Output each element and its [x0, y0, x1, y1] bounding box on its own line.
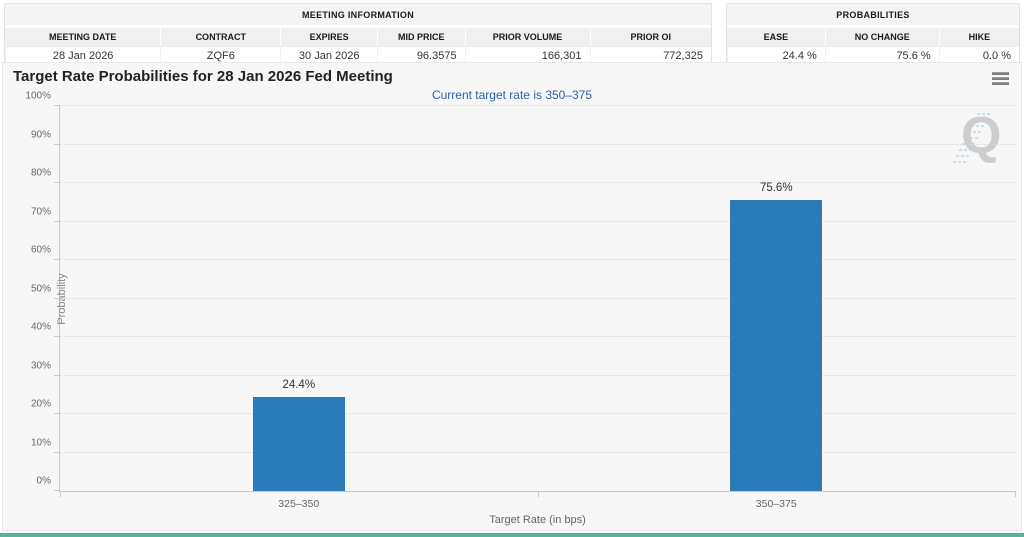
- meeting-info-header-5: PRIOR OI: [589, 28, 711, 46]
- quikstrike-q-watermark: Q: [947, 107, 1009, 172]
- bar-data-label-0: 24.4%: [282, 379, 316, 392]
- y-axis-title: Probability: [56, 272, 68, 325]
- y-tick-label-70: 70%: [30, 206, 51, 217]
- y-tick-label-50: 50%: [30, 283, 51, 294]
- gridline-20: [60, 413, 1015, 414]
- x-tickmark-2: [1015, 491, 1016, 497]
- y-tick-label-60: 60%: [30, 244, 51, 256]
- x-tickmark-1: [537, 491, 539, 497]
- y-tick-label-40: 40%: [30, 321, 51, 333]
- bar-data-label-1: 75.6%: [759, 181, 793, 194]
- y-tickmark-40: [54, 336, 60, 337]
- x-axis-title: Target Rate (in bps): [489, 514, 586, 526]
- probabilities-panel: PROBABILITIES EASE NO CHANGE HIKE 24.4 % 75.…: [726, 3, 1020, 67]
- current-target-rate-subtitle: Current target rate is 350–375: [431, 88, 593, 102]
- meeting-info-header-0: MEETING DATE: [5, 28, 161, 46]
- bar-350–375[interactable]: [730, 199, 823, 491]
- probabilities-header-0: EASE: [727, 28, 825, 46]
- y-tick-label-80: 80%: [30, 167, 51, 179]
- meeting-info-header-4: PRIOR VOLUME: [464, 28, 590, 46]
- x-tickmark-0: [60, 491, 61, 497]
- probabilities-value-0: 24.4 %: [727, 46, 825, 66]
- bar-325–350[interactable]: [252, 397, 345, 491]
- meeting-information-panel: MEETING INFORMATION MEETING DATE CONTRACT…: [4, 3, 712, 67]
- y-tickmark-70: [54, 220, 60, 222]
- hamburger-icon: [992, 72, 1009, 75]
- gridline-60: [60, 259, 1015, 260]
- x-tick-label-1: 350–375: [755, 498, 797, 510]
- x-tick-label-0: 325–350: [278, 498, 320, 510]
- meeting-info-header-3: MID PRICE: [377, 28, 465, 46]
- gridline-100: [60, 105, 1015, 106]
- plot-area: Probability Target Rate (in bps) Q 0% 10%…: [25, 91, 1016, 526]
- probabilities-table: EASE NO CHANGE HIKE 24.4 % 75.6 % 0.0 %: [727, 25, 1019, 66]
- y-tick-label-10: 10%: [30, 437, 51, 448]
- gridline-30: [60, 374, 1015, 376]
- probabilities-title: PROBABILITIES: [727, 4, 1019, 25]
- y-tick-label-90: 90%: [30, 129, 51, 140]
- y-tickmark-10: [54, 451, 60, 453]
- y-tickmark-60: [54, 259, 60, 260]
- gridline-90: [60, 143, 1015, 145]
- meeting-info-value-0: 28 Jan 2026: [5, 46, 161, 66]
- y-tick-label-30: 30%: [30, 360, 51, 371]
- probabilities-value-2: 0.0 %: [938, 46, 1019, 66]
- meeting-information-title: MEETING INFORMATION: [5, 4, 711, 25]
- gridline-40: [60, 336, 1015, 337]
- chart-title: Target Rate Probabilities for 28 Jan 202…: [13, 68, 393, 85]
- y-tickmark-20: [54, 413, 60, 414]
- meeting-information-table: MEETING DATE CONTRACT EXPIRES MID PRICE PRIO…: [5, 25, 711, 66]
- q-letter: Q: [961, 107, 1002, 165]
- gridline-70: [60, 220, 1015, 222]
- meeting-info-value-2: 30 Jan 2026: [280, 46, 378, 66]
- gridline-80: [60, 182, 1015, 183]
- meeting-info-value-1: ZQF6: [160, 46, 281, 66]
- meeting-info-value-4: 166,301: [464, 46, 590, 66]
- y-tick-label-0: 0%: [36, 475, 51, 487]
- y-tickmark-50: [54, 297, 60, 299]
- probabilities-value-1: 75.6 %: [824, 46, 939, 66]
- gridline-10: [60, 451, 1015, 453]
- chart-context-menu-button[interactable]: [992, 72, 1012, 88]
- probabilities-header-1: NO CHANGE: [824, 28, 939, 46]
- y-tickmark-0: [54, 490, 60, 491]
- meeting-info-value-5: 772,325: [589, 46, 711, 66]
- y-tickmark-90: [54, 143, 60, 145]
- target-rate-probabilities-chart: Target Rate Probabilities for 28 Jan 202…: [2, 62, 1022, 531]
- meeting-info-value-3: 96.3575: [377, 46, 465, 66]
- y-tickmark-80: [54, 182, 60, 183]
- probabilities-header-2: HIKE: [938, 28, 1019, 46]
- y-tickmark-100: [54, 105, 60, 106]
- meeting-info-header-2: EXPIRES: [280, 28, 378, 46]
- summary-tables-row: MEETING INFORMATION MEETING DATE CONTRACT…: [0, 0, 1024, 67]
- y-tick-label-20: 20%: [30, 398, 51, 410]
- y-tickmark-30: [54, 374, 60, 376]
- meeting-info-header-1: CONTRACT: [160, 28, 281, 46]
- y-tick-label-100: 100%: [25, 90, 51, 102]
- gridline-50: [60, 297, 1015, 299]
- bottom-accent-bar: [0, 533, 1024, 537]
